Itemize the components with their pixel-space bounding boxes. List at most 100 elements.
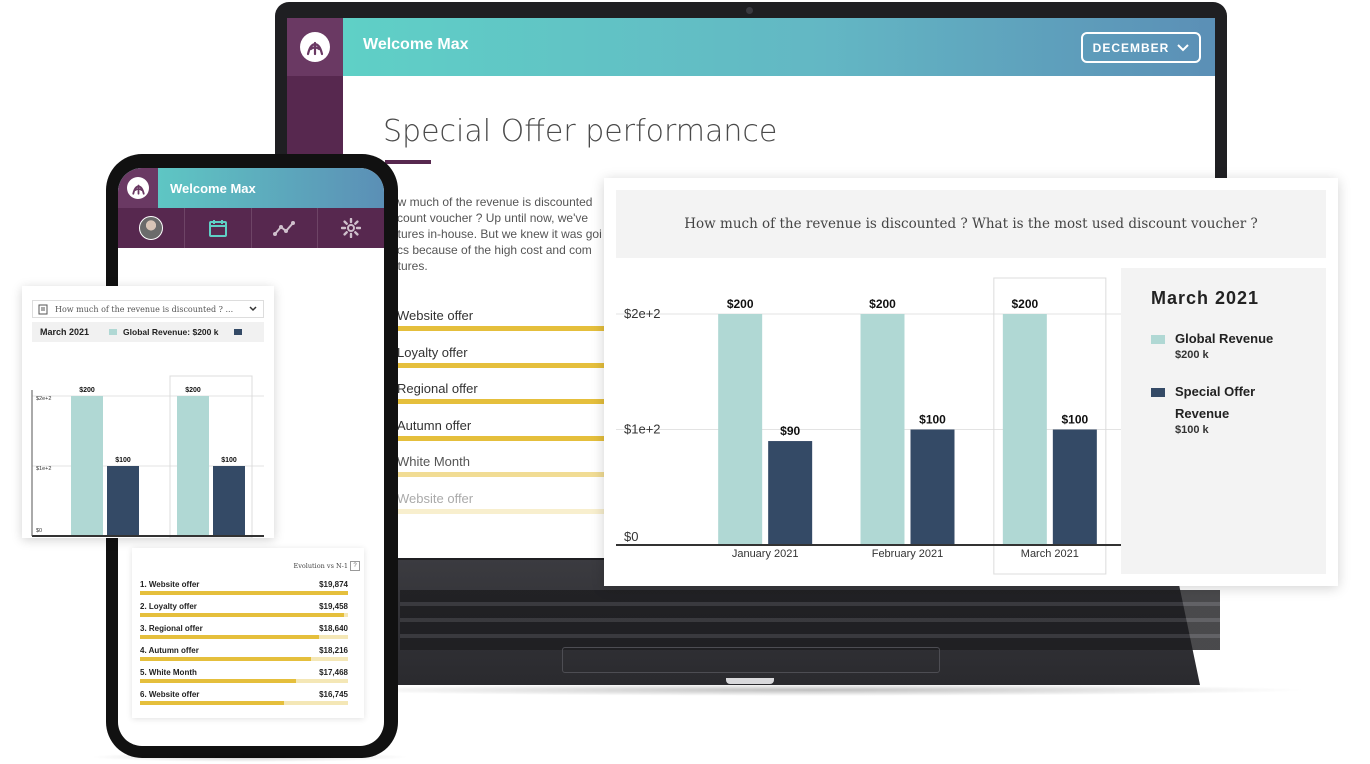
welcome-text: Welcome Max: [363, 36, 469, 53]
list-item-value: $18,216: [319, 646, 348, 655]
list-item-label: 2. Loyalty offer: [140, 602, 197, 611]
progress-fill: [140, 701, 284, 705]
bar-global-revenue: [71, 396, 103, 536]
highlight-box: [169, 375, 253, 538]
y-tick-label: $1e+2: [624, 422, 661, 437]
legend-value-global: $200 k: [1175, 349, 1209, 361]
title-underline: [385, 160, 431, 164]
page-title: Special Offer performance: [383, 114, 778, 149]
offer-label: Website offer: [397, 491, 474, 506]
laptop-shadow: [320, 684, 1310, 696]
progress-track: [140, 591, 348, 595]
mini-chart-legend-bar: March 2021 Global Revenue: $200 k: [32, 322, 264, 342]
list-item[interactable]: 3. Regional offer $18,640: [140, 622, 348, 644]
offer-label: Autumn offer: [397, 418, 472, 433]
data-label: $100: [115, 457, 131, 464]
data-label: $100: [919, 413, 946, 427]
offer-list-card: Evolution vs N-1 ? 1. Website offer $19,8…: [132, 548, 364, 718]
offer-label: Loyalty offer: [397, 345, 468, 360]
list-item-label: 5. White Month: [140, 668, 197, 677]
y-tick-label: $2e+2: [36, 396, 51, 402]
offer-bar: [395, 399, 625, 404]
list-item[interactable]: 5. White Month $17,468: [140, 666, 348, 688]
data-label: $100: [1061, 413, 1088, 427]
intro-line: atures.: [391, 259, 428, 273]
gear-icon: [341, 218, 362, 238]
chart-question: How much of the revenue is discounted ? …: [616, 190, 1326, 258]
chevron-down-icon: [249, 306, 257, 312]
legend-label-special-line2: Revenue: [1175, 406, 1230, 421]
list-item-label: 6. Website offer: [140, 690, 200, 699]
legend-label-special: Special Offer: [1175, 384, 1256, 399]
intro-line: tics because of the high cost and com: [391, 243, 592, 257]
nav-profile[interactable]: [118, 208, 185, 248]
x-tick-label: January 2021: [732, 548, 799, 560]
progress-fill: [140, 679, 296, 683]
list-item[interactable]: 6. Website offer $16,745: [140, 688, 348, 710]
offer-label: Regional offer: [397, 381, 478, 396]
offer-bar: [395, 363, 625, 368]
mini-legend-swatch-special: [234, 329, 243, 335]
y-tick-label: $0: [624, 529, 638, 544]
progress-track: [140, 701, 348, 705]
data-label: $200: [79, 387, 95, 394]
nav-trends[interactable]: [252, 208, 319, 248]
intro-line: scount voucher ? Up until now, we've: [391, 211, 589, 225]
legend-swatch-special: [1151, 388, 1165, 397]
list-item-value: $16,745: [319, 690, 348, 699]
offer-bar: [395, 509, 625, 514]
y-tick-label: $1e+2: [36, 466, 51, 472]
progress-track: [140, 635, 348, 639]
x-tick-label: March 2021: [1021, 548, 1079, 560]
month-selector[interactable]: DECEMBER: [1081, 32, 1201, 63]
data-label: $200: [727, 297, 754, 311]
avatar: [138, 216, 163, 240]
laptop-lip: [726, 678, 774, 684]
y-tick-label: $2e+2: [624, 306, 661, 321]
phone-logo[interactable]: [118, 168, 158, 208]
data-label: $200: [185, 387, 201, 394]
legend-title: March 2021: [1151, 288, 1260, 308]
bar-special-offer: [768, 441, 813, 545]
progress-fill: [140, 591, 348, 595]
mini-chart-month: March 2021: [40, 327, 90, 337]
list-item[interactable]: 1. Website offer $19,874: [140, 578, 348, 600]
mini-legend-swatch-global: [109, 329, 118, 335]
nav-calendar[interactable]: [185, 208, 252, 248]
month-selector-label: DECEMBER: [1092, 40, 1170, 55]
list-item-value: $17,468: [319, 668, 348, 677]
data-label: $200: [1011, 297, 1038, 311]
legend-value-special: $100 k: [1175, 424, 1209, 436]
mini-chart-question-select[interactable]: How much of the revenue is discounted ? …: [32, 300, 264, 318]
list-item-label: 3. Regional offer: [140, 624, 203, 633]
phone-header: Welcome Max: [118, 168, 384, 208]
progress-fill: [140, 613, 344, 617]
list-item-label: 1. Website offer: [140, 580, 200, 589]
trackpad: [562, 647, 940, 673]
offer-label: Website offer: [397, 308, 474, 323]
calendar-icon: [208, 220, 227, 237]
intro-line: atures in-house. But we knew it was goi: [391, 227, 602, 241]
phone-welcome-text: Welcome Max: [170, 181, 256, 196]
revenue-bar-chart: $0 $1e+2 $2e+2 $200 $90 January 2021 $200 $100 F…: [616, 277, 1121, 575]
y-tick-label: $0: [36, 528, 42, 534]
keyboard: [400, 590, 1220, 650]
trend-icon: [273, 221, 296, 236]
list-item[interactable]: 2. Loyalty offer $19,458: [140, 600, 348, 622]
bar-global-revenue: [177, 396, 209, 536]
list-item[interactable]: 4. Autumn offer $18,216: [140, 644, 348, 666]
mini-legend-text: Global Revenue: $200 k: [123, 327, 219, 337]
phone-nav: [118, 208, 384, 248]
app-logo[interactable]: [287, 18, 343, 76]
document-icon: [38, 304, 48, 315]
progress-fill: [140, 657, 311, 661]
data-label: $100: [221, 457, 237, 464]
nav-settings[interactable]: [318, 208, 384, 248]
chevron-down-icon: [1177, 43, 1190, 51]
progress-track: [140, 657, 348, 661]
help-icon[interactable]: ?: [350, 561, 360, 571]
bar-special-offer: [1052, 429, 1097, 545]
bar-special-offer: [107, 466, 139, 536]
list-item-value: $18,640: [319, 624, 348, 633]
webcam: [746, 7, 753, 14]
